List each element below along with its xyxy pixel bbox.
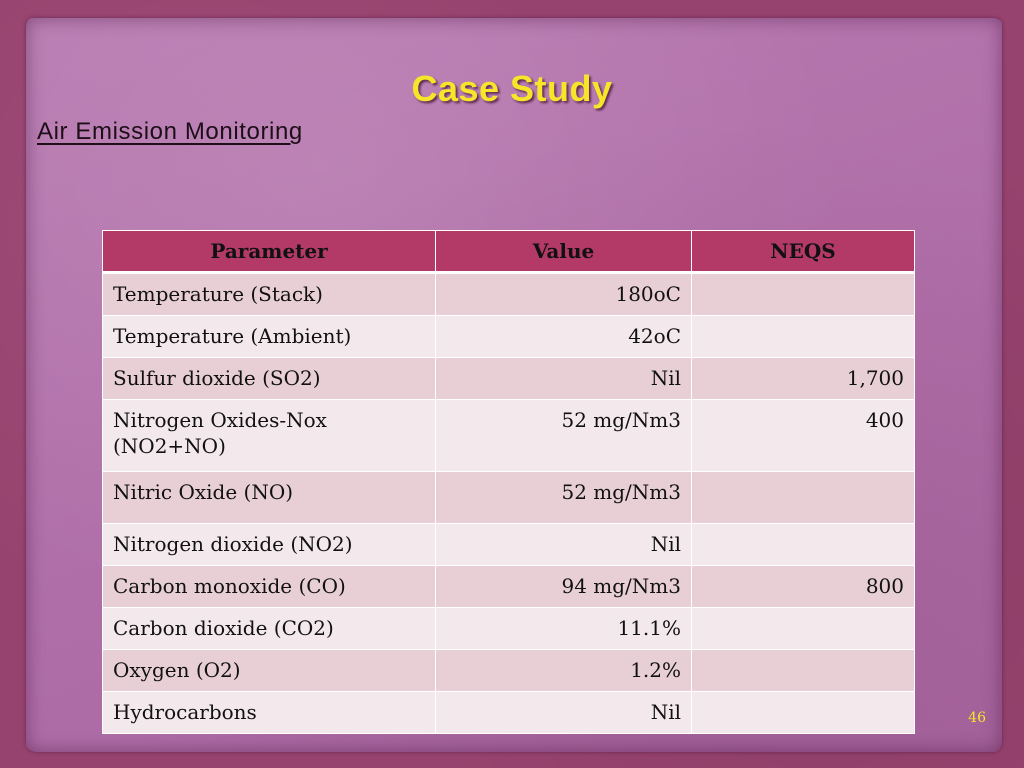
table-row: Nitrogen dioxide (NO2) Nil: [102, 523, 915, 566]
cell-parameter: Nitrogen Oxides-Nox (NO2+NO): [102, 399, 436, 472]
table-row: Oxygen (O2) 1.2%: [102, 649, 915, 692]
table-row: Carbon monoxide (CO) 94 mg/Nm3 800: [102, 565, 915, 608]
cell-neqs: 1,700: [691, 357, 915, 400]
cell-parameter: Sulfur dioxide (SO2): [102, 357, 436, 400]
table-header-row: Parameter Value NEQS: [102, 230, 915, 274]
table-row: Nitric Oxide (NO) 52 mg/Nm3: [102, 471, 915, 524]
cell-parameter: Hydrocarbons: [102, 691, 436, 734]
cell-value: Nil: [435, 691, 692, 734]
cell-value: Nil: [435, 523, 692, 566]
page-number: 46: [968, 710, 986, 726]
cell-parameter: Carbon monoxide (CO): [102, 565, 436, 608]
cell-parameter: Nitric Oxide (NO): [102, 471, 436, 524]
cell-neqs: [691, 649, 915, 692]
header-parameter: Parameter: [102, 230, 436, 274]
cell-value: 52 mg/Nm3: [435, 399, 692, 472]
cell-neqs: [691, 607, 915, 650]
table-row: Temperature (Ambient) 42oC: [102, 315, 915, 358]
table-row: Sulfur dioxide (SO2) Nil 1,700: [102, 357, 915, 400]
slide-subtitle: Air Emission Monitoring: [37, 118, 303, 145]
cell-parameter: Temperature (Stack): [102, 272, 436, 316]
emissions-table: Parameter Value NEQS Temperature (Stack)…: [102, 230, 915, 734]
header-value: Value: [435, 230, 692, 274]
cell-neqs: [691, 471, 915, 524]
table-row: Carbon dioxide (CO2) 11.1%: [102, 607, 915, 650]
cell-neqs: 400: [691, 399, 915, 472]
cell-neqs: [691, 272, 915, 316]
cell-value: 11.1%: [435, 607, 692, 650]
cell-parameter: Oxygen (O2): [102, 649, 436, 692]
cell-value: 94 mg/Nm3: [435, 565, 692, 608]
cell-neqs: [691, 523, 915, 566]
slide-title: Case Study: [411, 68, 613, 109]
cell-value: 1.2%: [435, 649, 692, 692]
cell-parameter: Carbon dioxide (CO2): [102, 607, 436, 650]
cell-neqs: 800: [691, 565, 915, 608]
table-row: Nitrogen Oxides-Nox (NO2+NO) 52 mg/Nm3 4…: [102, 399, 915, 472]
cell-parameter: Nitrogen dioxide (NO2): [102, 523, 436, 566]
cell-value: 52 mg/Nm3: [435, 471, 692, 524]
header-neqs: NEQS: [691, 230, 915, 274]
table-row: Hydrocarbons Nil: [102, 691, 915, 734]
cell-neqs: [691, 691, 915, 734]
cell-value: Nil: [435, 357, 692, 400]
cell-value: 42oC: [435, 315, 692, 358]
cell-parameter: Temperature (Ambient): [102, 315, 436, 358]
table-row: Temperature (Stack) 180oC: [102, 272, 915, 316]
cell-value: 180oC: [435, 272, 692, 316]
cell-neqs: [691, 315, 915, 358]
